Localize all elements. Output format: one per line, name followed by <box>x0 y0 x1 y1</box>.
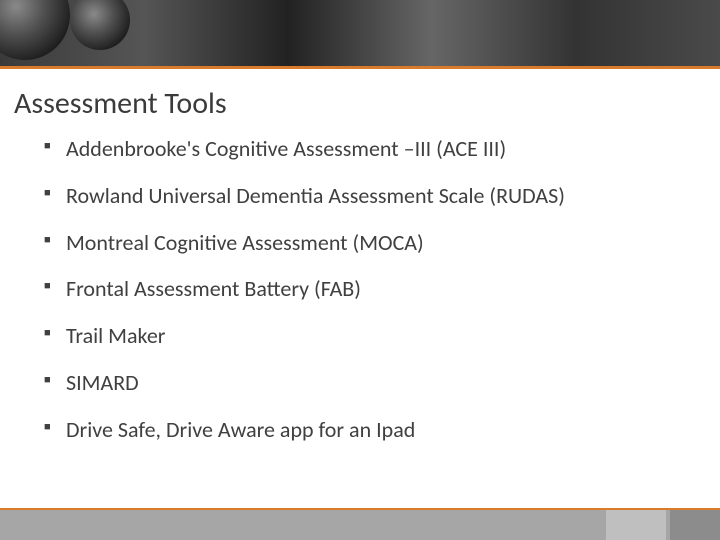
list-item: Trail Maker <box>44 323 690 350</box>
slide: Assessment Tools Addenbrooke's Cognitive… <box>0 0 720 540</box>
list-item: Frontal Assessment Battery (FAB) <box>44 276 690 303</box>
list-item: Rowland Universal Dementia Assessment Sc… <box>44 183 690 210</box>
footer-chip <box>606 510 666 540</box>
content-area: Addenbrooke's Cognitive Assessment –III … <box>0 130 720 510</box>
list-item: Drive Safe, Drive Aware app for an Ipad <box>44 417 690 444</box>
footer-chip <box>670 510 720 540</box>
list-item: SIMARD <box>44 370 690 397</box>
gear-icon <box>70 0 130 50</box>
slide-title: Assessment Tools <box>0 69 720 130</box>
list-item: Montreal Cognitive Assessment (MOCA) <box>44 230 690 257</box>
footer-band <box>0 510 720 540</box>
gear-icon <box>0 0 70 60</box>
bullet-list: Addenbrooke's Cognitive Assessment –III … <box>44 136 690 444</box>
list-item: Addenbrooke's Cognitive Assessment –III … <box>44 136 690 163</box>
header-image-band <box>0 0 720 66</box>
